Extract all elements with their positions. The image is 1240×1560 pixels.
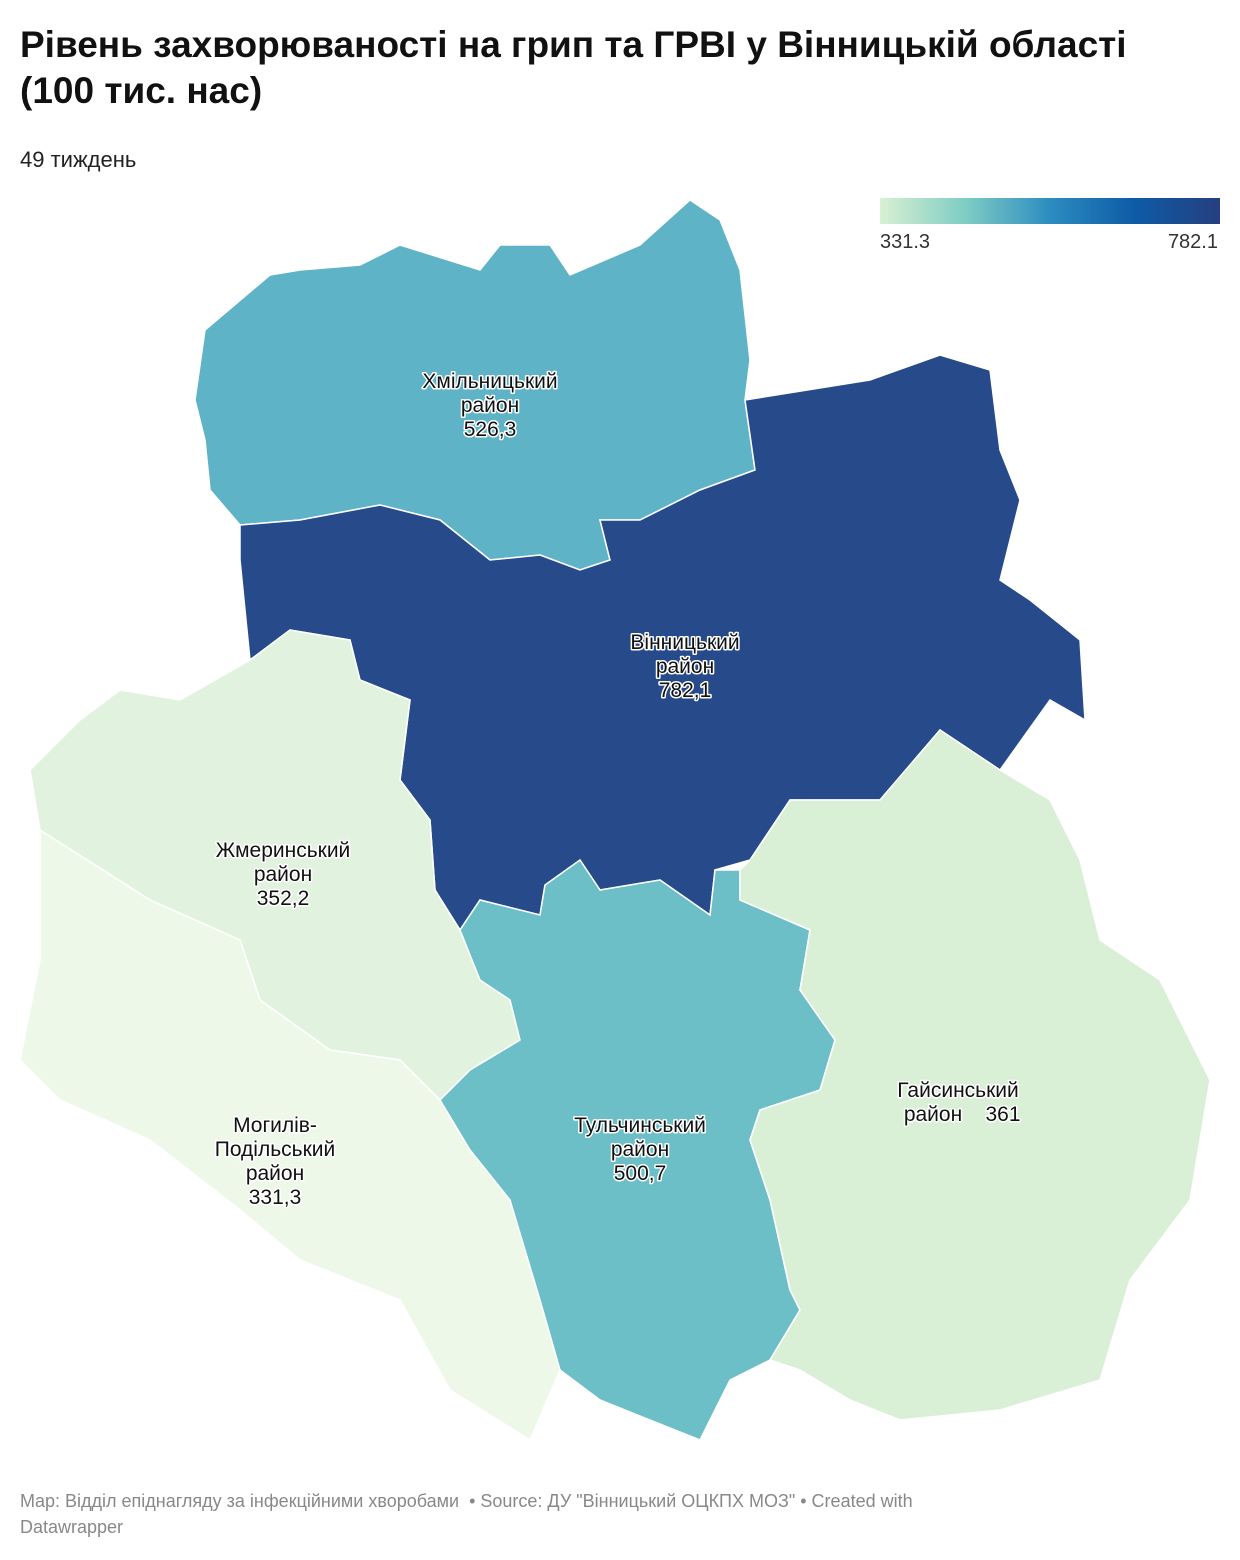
region-label: район: [246, 1162, 304, 1185]
region-label: район: [254, 863, 312, 886]
legend-max: 782.1: [1168, 231, 1218, 253]
region-value: 331,3: [249, 1186, 302, 1209]
region-value: 526,3: [464, 418, 517, 441]
region-label: район: [611, 1138, 669, 1161]
title: Рівень захворюваності на грип та ГРВІ у …: [20, 24, 1127, 111]
region-value: 782,1: [659, 679, 712, 702]
region-value: 500,7: [614, 1162, 667, 1185]
region-label: Тульчинський: [574, 1114, 706, 1137]
footer-line: Map: Відділ епіднагляду за інфекційними …: [20, 1491, 913, 1511]
region-value: 361: [985, 1103, 1020, 1126]
region-label: район: [656, 655, 714, 678]
region: [739, 729, 1211, 1421]
footer: Map: Відділ епіднагляду за інфекційними …: [20, 1488, 913, 1540]
region-label: Подільський: [215, 1138, 336, 1161]
region-label: район: [904, 1103, 962, 1126]
region-label: Могилів-: [233, 1114, 317, 1137]
region-label: район: [461, 394, 519, 417]
legend-min: 331.3: [880, 231, 930, 253]
region-value: 352,2: [257, 887, 310, 910]
region-label: Вінницький: [630, 631, 739, 654]
region-label: Жмеринський: [216, 839, 351, 862]
legend-bar: [880, 198, 1220, 224]
footer-line: Datawrapper: [20, 1517, 124, 1537]
region-label: Гайсинський: [897, 1079, 1019, 1102]
subtitle: 49 тиждень: [20, 147, 137, 172]
region-label: Хмільницький: [422, 370, 557, 393]
